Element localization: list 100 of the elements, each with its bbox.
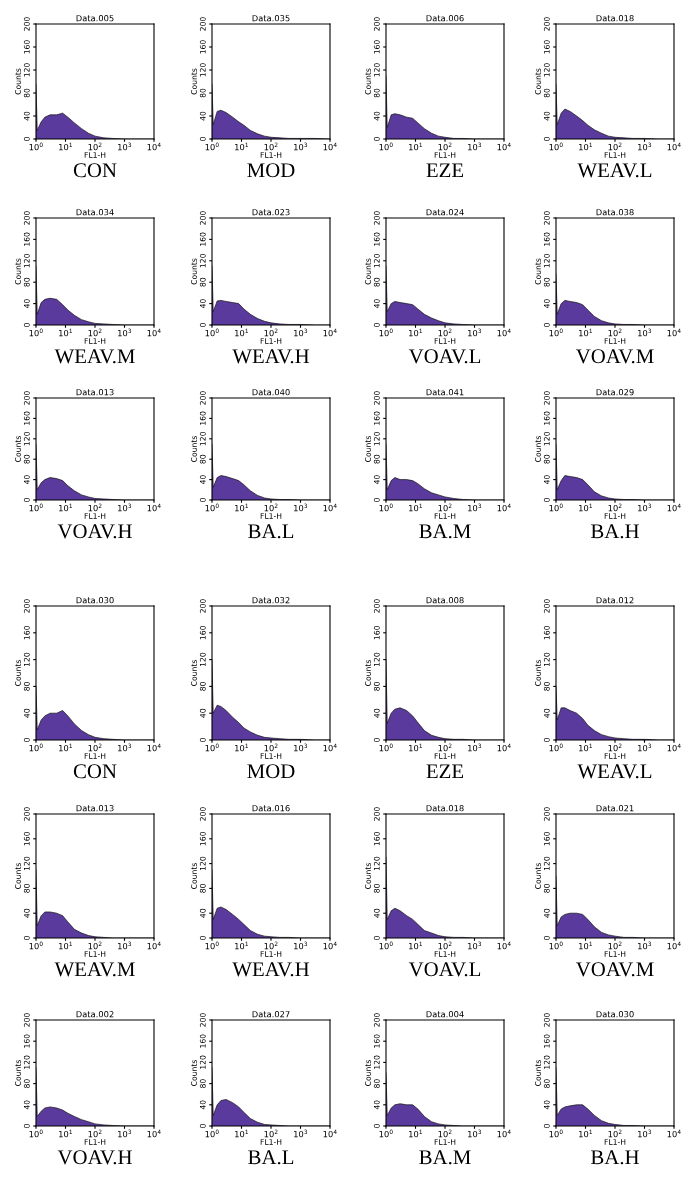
x-tick-label: 10$^{4}$ — [497, 142, 511, 151]
x-tick-label: 10$^{1}$ — [59, 941, 73, 950]
x-tick-label: 10$^{2}$ — [88, 142, 102, 151]
x-tick-label: 10$^{2}$ — [608, 503, 622, 512]
x-tick-label: 10$^{2}$ — [88, 941, 102, 950]
text: WEAV.L — [577, 764, 652, 779]
x-tick-label: 10$^{1}$ — [409, 503, 423, 512]
chart-title: Data.016 — [252, 805, 290, 812]
x-tick-label: 10$^{4}$ — [147, 328, 161, 337]
x-tick-label: 10$^{2}$ — [264, 941, 278, 950]
x-tick-label: 10$^{3}$ — [468, 1129, 482, 1138]
text: VOAV.L — [408, 349, 481, 364]
x-tick-label: 10$^{4}$ — [667, 1129, 681, 1138]
text: WEAV.M — [54, 962, 135, 977]
chart-title: Data.002 — [76, 1011, 114, 1018]
chart-title: Data.004 — [426, 1011, 464, 1018]
x-tick-label: 10$^{3}$ — [638, 743, 652, 752]
x-tick-label: 10$^{0}$ — [549, 503, 563, 512]
x-tick-label: 10$^{3}$ — [294, 503, 308, 512]
chart-title: Data.018 — [596, 15, 634, 22]
x-tick-label: 10$^{3}$ — [294, 941, 308, 950]
text: BA.M — [419, 1150, 471, 1165]
x-tick-label: 10$^{3}$ — [118, 743, 132, 752]
x-tick-label: 10$^{4}$ — [497, 328, 511, 337]
text: VOAV.L — [408, 962, 481, 977]
chart-title: Data.013 — [76, 389, 114, 396]
chart-title: Data.041 — [426, 389, 464, 396]
text: WEAV.L — [577, 163, 652, 178]
chart-title: Data.006 — [426, 15, 464, 22]
x-tick-label: 10$^{2}$ — [264, 1129, 278, 1138]
x-tick-label: 10$^{1}$ — [409, 1129, 423, 1138]
x-tick-label: 10$^{4}$ — [147, 142, 161, 151]
x-tick-label: 10$^{0}$ — [29, 142, 43, 151]
text: VOAV.H — [57, 524, 132, 539]
x-tick-label: 10$^{3}$ — [638, 1129, 652, 1138]
x-tick-label: 10$^{4}$ — [667, 142, 681, 151]
x-tick-label: 10$^{0}$ — [29, 503, 43, 512]
x-tick-label: 10$^{0}$ — [379, 743, 393, 752]
x-tick-label: 10$^{2}$ — [438, 1129, 452, 1138]
text: CON — [73, 163, 117, 178]
x-tick-label: 10$^{4}$ — [147, 743, 161, 752]
x-tick-label: 10$^{0}$ — [205, 328, 219, 337]
x-tick-label: 10$^{4}$ — [667, 941, 681, 950]
x-tick-label: 10$^{1}$ — [59, 328, 73, 337]
x-tick-label: 10$^{2}$ — [438, 328, 452, 337]
x-tick-label: 10$^{4}$ — [147, 503, 161, 512]
x-tick-label: 10$^{3}$ — [118, 328, 132, 337]
x-tick-label: 10$^{3}$ — [638, 941, 652, 950]
x-tick-label: 10$^{2}$ — [608, 743, 622, 752]
chart-title: Data.032 — [252, 597, 290, 604]
x-tick-label: 10$^{3}$ — [468, 941, 482, 950]
x-tick-label: 10$^{1}$ — [579, 142, 593, 151]
x-tick-label: 10$^{3}$ — [118, 1129, 132, 1138]
x-tick-label: 10$^{0}$ — [379, 328, 393, 337]
x-tick-label: 10$^{4}$ — [323, 1129, 337, 1138]
x-tick-label: 10$^{3}$ — [294, 328, 308, 337]
text: VOAV.M — [575, 962, 654, 977]
x-tick-label: 10$^{1}$ — [409, 142, 423, 151]
chart-title: Data.018 — [426, 805, 464, 812]
text: WEAV.H — [232, 349, 310, 364]
x-tick-label: 10$^{2}$ — [264, 503, 278, 512]
text: BA.H — [591, 1150, 639, 1165]
chart-title: Data.013 — [76, 805, 114, 812]
x-tick-label: 10$^{1}$ — [59, 1129, 73, 1138]
x-tick-label: 10$^{2}$ — [88, 743, 102, 752]
x-tick-label: 10$^{3}$ — [468, 743, 482, 752]
x-tick-label: 10$^{0}$ — [379, 142, 393, 151]
x-tick-label: 10$^{0}$ — [379, 1129, 393, 1138]
x-tick-label: 10$^{4}$ — [667, 503, 681, 512]
x-tick-label: 10$^{1}$ — [59, 142, 73, 151]
text: MOD — [247, 764, 295, 779]
text: BA.H — [591, 524, 639, 539]
x-tick-label: 10$^{4}$ — [497, 503, 511, 512]
chart-title: Data.030 — [76, 597, 114, 604]
x-tick-label: 10$^{1}$ — [409, 328, 423, 337]
x-tick-label: 10$^{0}$ — [205, 1129, 219, 1138]
x-tick-label: 10$^{4}$ — [497, 743, 511, 752]
chart-title: Data.040 — [252, 389, 290, 396]
chart-title: Data.012 — [596, 597, 634, 604]
text: EZE — [426, 764, 464, 779]
x-tick-label: 10$^{4}$ — [323, 941, 337, 950]
x-tick-label: 10$^{1}$ — [235, 503, 249, 512]
text: VOAV.H — [57, 1150, 132, 1165]
text: WEAV.M — [54, 349, 135, 364]
chart-title: Data.029 — [596, 389, 634, 396]
chart-title: Data.023 — [252, 209, 290, 216]
x-tick-label: 10$^{1}$ — [59, 503, 73, 512]
x-tick-label: 10$^{0}$ — [29, 743, 43, 752]
x-tick-label: 10$^{0}$ — [549, 941, 563, 950]
x-tick-label: 10$^{1}$ — [235, 1129, 249, 1138]
x-tick-label: 10$^{2}$ — [264, 142, 278, 151]
x-tick-label: 10$^{0}$ — [549, 743, 563, 752]
x-tick-label: 10$^{2}$ — [88, 503, 102, 512]
x-tick-label: 10$^{4}$ — [667, 743, 681, 752]
x-tick-label: 10$^{1}$ — [235, 743, 249, 752]
x-tick-label: 10$^{2}$ — [608, 328, 622, 337]
x-tick-label: 10$^{1}$ — [579, 743, 593, 752]
x-tick-label: 10$^{4}$ — [497, 941, 511, 950]
x-tick-label: 10$^{1}$ — [579, 1129, 593, 1138]
x-tick-label: 10$^{0}$ — [549, 142, 563, 151]
